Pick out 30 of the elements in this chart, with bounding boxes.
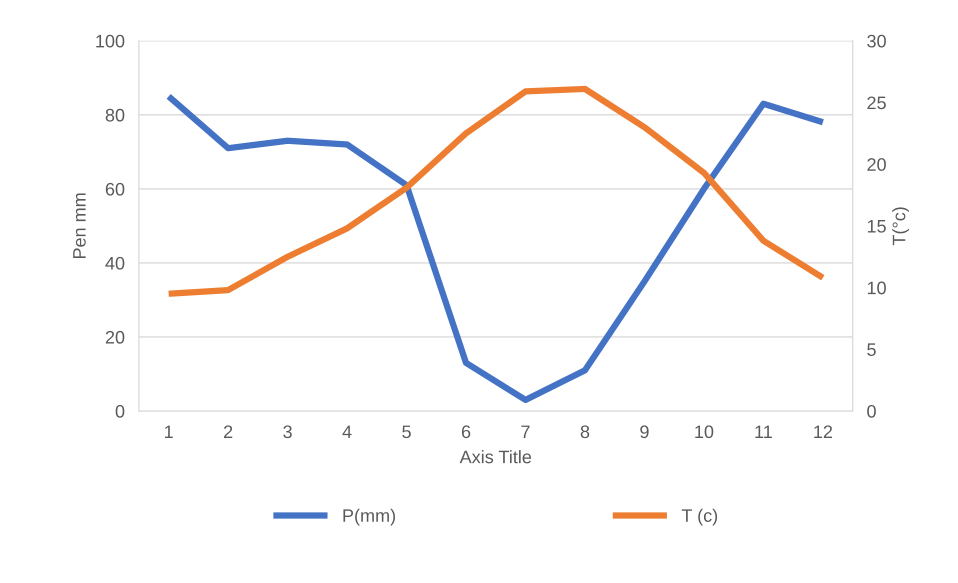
y2-tick-label: 5 xyxy=(867,343,876,356)
x-tick-label: 1 xyxy=(165,426,173,438)
legend-label: P(mm) xyxy=(343,508,395,526)
x-tick-label: 11 xyxy=(755,426,772,438)
y-axis-title: Pen mm xyxy=(73,193,86,258)
y2-tick-label: 10 xyxy=(868,282,886,294)
legend-label: T (c) xyxy=(682,508,718,526)
x-tick-label: 9 xyxy=(640,425,649,438)
y2-axis-title: T(°c) xyxy=(892,207,909,246)
y2-tick-label: 15 xyxy=(868,220,886,233)
x-axis-title: Axis Title xyxy=(460,450,532,464)
x-tick-label: 10 xyxy=(695,425,714,438)
x-tick-label: 12 xyxy=(814,425,832,438)
x-tick-label: 3 xyxy=(283,425,292,438)
x-tick-label: 8 xyxy=(580,425,590,438)
y-tick-label: 0 xyxy=(116,404,124,418)
y-tick-label: 100 xyxy=(96,34,124,48)
x-tick-label: 7 xyxy=(521,426,530,438)
y2-tick-label: 20 xyxy=(867,158,886,171)
y2-tick-label: 0 xyxy=(867,404,876,418)
y-tick-label: 40 xyxy=(105,256,124,270)
y-tick-label: 60 xyxy=(106,182,124,196)
y-tick-label: 20 xyxy=(106,330,124,344)
y-tick-label: 80 xyxy=(106,108,124,122)
y2-tick-label: 30 xyxy=(867,34,886,48)
y2-tick-label: 25 xyxy=(867,96,886,110)
x-tick-label: 2 xyxy=(224,425,232,438)
x-tick-label: 6 xyxy=(462,425,470,438)
x-tick-label: 4 xyxy=(342,426,352,438)
x-tick-label: 5 xyxy=(402,426,411,438)
